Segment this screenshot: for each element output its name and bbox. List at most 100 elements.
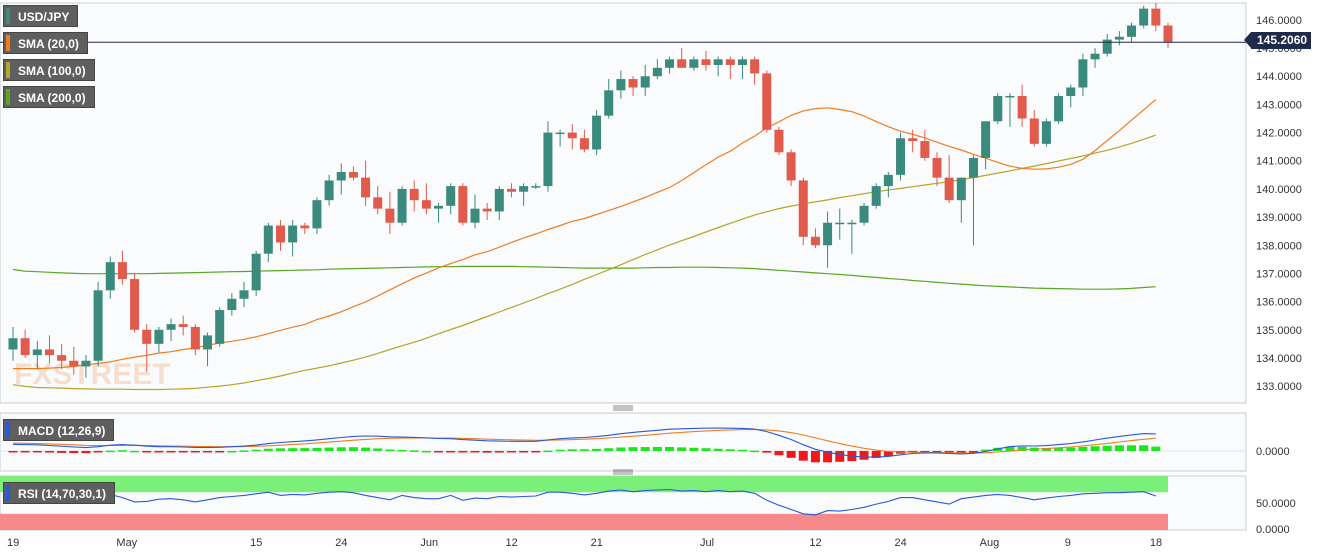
candle-up [531, 186, 541, 188]
macd-histogram-bar [93, 450, 103, 453]
rsi-overbought-zone [0, 476, 1168, 493]
macd-histogram-bar [774, 450, 784, 456]
candle-up [847, 222, 857, 225]
macd-histogram-bar [20, 450, 30, 453]
macd-histogram-bar [883, 450, 893, 457]
macd-histogram-bar [117, 450, 127, 452]
price-tick-label: 140.0000 [1256, 184, 1302, 196]
candle-up [713, 59, 723, 65]
macd-histogram-bar [1114, 445, 1124, 451]
candle-up [215, 310, 225, 344]
candle-down [908, 138, 918, 142]
candle-down [130, 279, 140, 330]
legend-macd-label: MACD (12,26,9) [18, 424, 106, 438]
candle-up [434, 205, 444, 209]
macd-histogram-bar [227, 450, 237, 453]
macd-histogram-bar [482, 450, 492, 453]
candle-up [1066, 87, 1076, 96]
date-tick-label: 24 [895, 537, 907, 549]
macd-histogram-bar [835, 450, 845, 462]
macd-histogram-bar [725, 449, 735, 451]
candle-up [859, 205, 869, 223]
candle-up [665, 59, 675, 68]
macd-histogram-bar [713, 448, 723, 451]
legend-sma20[interactable]: SMA (20,0) [3, 32, 88, 54]
candle-up [737, 59, 747, 65]
date-tick-label: 12 [505, 537, 517, 549]
candle-up [154, 329, 164, 344]
price-tick-label: 133.0000 [1256, 381, 1302, 393]
macd-histogram-bar [8, 450, 18, 453]
macd-histogram-bar [178, 450, 188, 453]
macd-histogram-bar [239, 450, 249, 452]
candle-down [750, 59, 760, 74]
candle-up [324, 180, 334, 201]
macd-histogram-bar [701, 448, 711, 451]
candle-down [677, 59, 687, 68]
candle-down [57, 355, 67, 361]
legend-rsi-label: RSI (14,70,30,1) [18, 487, 107, 501]
candle-up [470, 208, 480, 223]
candle-up [981, 121, 991, 158]
candle-up [640, 76, 650, 88]
legend-sma200-label: SMA (200,0) [18, 91, 86, 105]
date-tick-label: 19 [7, 537, 19, 549]
candle-down [579, 138, 589, 150]
candle-down [421, 200, 431, 209]
candle-up [616, 79, 626, 91]
legend-sma100-label: SMA (100,0) [18, 64, 86, 78]
candle-up [519, 186, 529, 192]
price-tick-label: 142.0000 [1256, 128, 1302, 140]
macd-histogram-bar [677, 447, 687, 451]
legend-sma100[interactable]: SMA (100,0) [3, 59, 95, 81]
macd-histogram-bar [531, 450, 541, 453]
legend-sma200[interactable]: SMA (200,0) [3, 86, 95, 108]
candle-down [178, 324, 188, 327]
candle-down [725, 59, 735, 65]
macd-histogram-bar [458, 450, 468, 453]
macd-histogram-bar [689, 447, 699, 451]
candle-down [385, 208, 395, 223]
current-price-badge: 145.2060 [1243, 32, 1312, 49]
candle-up [105, 262, 115, 291]
macd-histogram-bar [251, 449, 261, 452]
candle-down [348, 172, 358, 178]
macd-histogram-bar [324, 447, 334, 451]
macd-histogram-bar [737, 449, 747, 452]
candle-up [689, 59, 699, 68]
date-axis: 19 May 15 24 Jun 12 21 Jul 12 24 Aug 9 18 [7, 537, 1162, 549]
macd-histogram-bar [203, 450, 213, 453]
sma20-color-swatch [6, 35, 10, 51]
date-tick-label: May [116, 537, 137, 549]
legend-rsi[interactable]: RSI (14,70,30,1) [3, 482, 116, 504]
macd-histogram-bar [616, 447, 626, 451]
sma200-color-swatch [6, 89, 10, 105]
macd-histogram-bar [494, 450, 504, 453]
macd-histogram-bar [640, 447, 650, 451]
legend-macd[interactable]: MACD (12,26,9) [3, 419, 115, 441]
candle-down [1029, 118, 1039, 144]
candle-up [823, 222, 833, 246]
macd-histogram-bar [1139, 445, 1149, 451]
candle-up [397, 188, 407, 223]
sma200-line [12, 265, 1156, 290]
panel-dividers[interactable] [613, 405, 633, 475]
price-tick-label: 136.0000 [1256, 297, 1302, 309]
macd-histogram-bar [1066, 447, 1076, 451]
candle-down [786, 152, 796, 181]
date-tick-label: Aug [980, 537, 1000, 549]
candle-down [506, 188, 516, 192]
macd-histogram-bar [665, 446, 675, 451]
candle-down [628, 79, 638, 88]
macd-histogram-bar [470, 450, 480, 453]
candle-down [361, 177, 371, 198]
candle-down [142, 329, 152, 344]
rsi-panel [0, 476, 1168, 530]
price-tick-label: 144.0000 [1256, 71, 1302, 83]
macd-histogram-bar [69, 450, 79, 454]
macd-histogram-bar [786, 450, 796, 458]
legend-usdjpy[interactable]: USD/JPY [3, 5, 79, 27]
date-tick-label: 18 [1150, 537, 1162, 549]
candle-up [592, 115, 602, 150]
candle-down [920, 141, 930, 158]
